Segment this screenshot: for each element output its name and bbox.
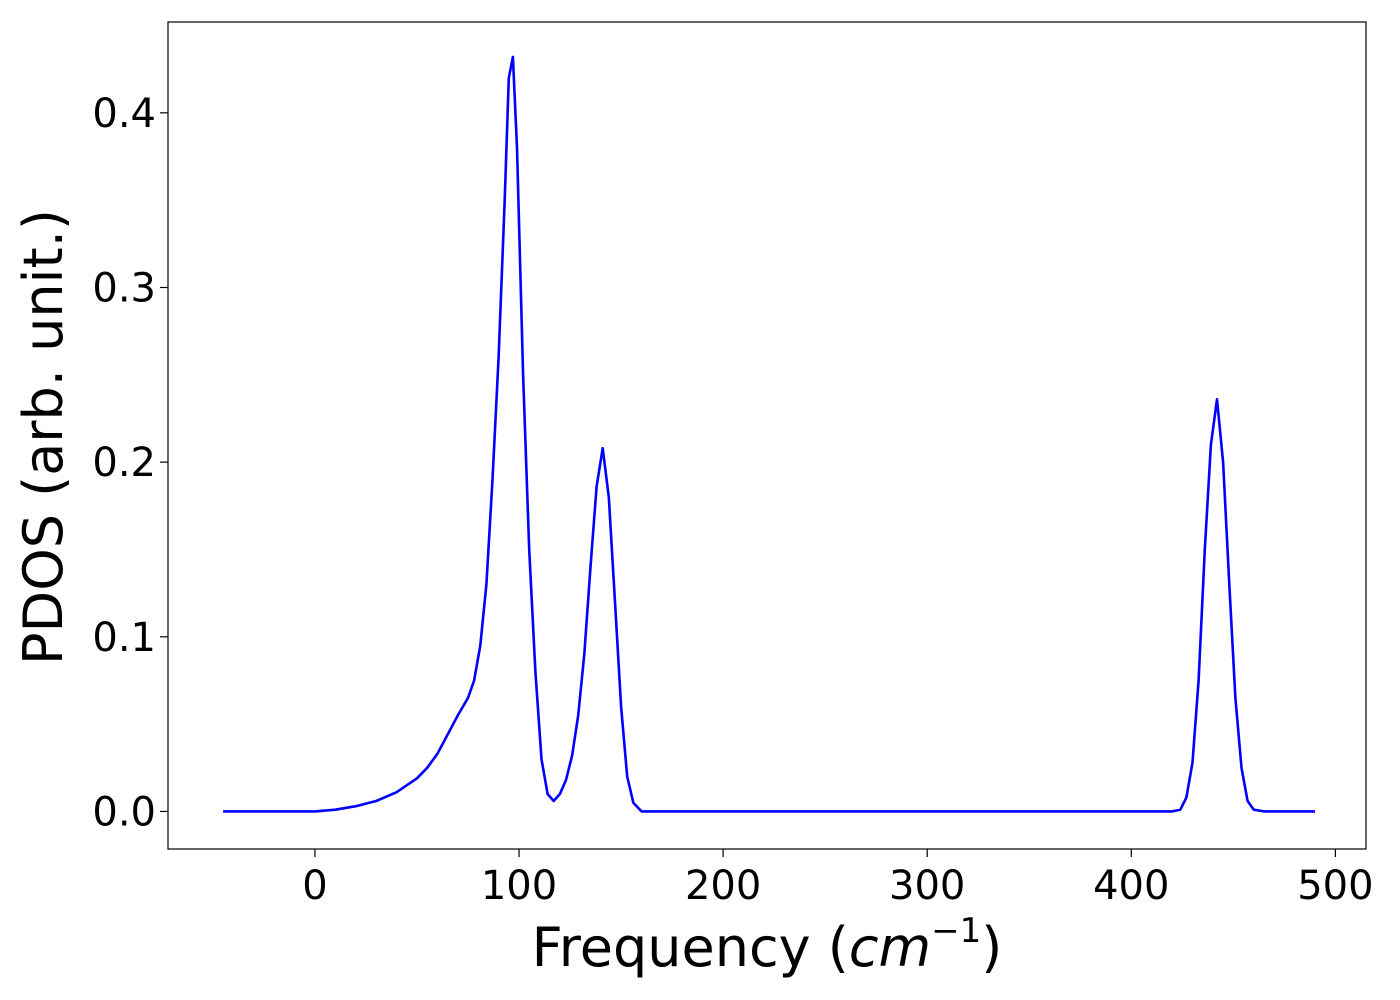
x-tick-label: 0 [302, 863, 327, 909]
x-tick-label: 300 [889, 863, 965, 909]
y-tick-label: 0.0 [92, 789, 156, 835]
y-axis-ticks: 0.0 0.1 0.2 0.3 0.4 [92, 91, 168, 835]
y-tick-label: 0.2 [92, 440, 156, 486]
x-tick-label: 400 [1093, 863, 1169, 909]
pdos-series-line [223, 55, 1315, 813]
x-tick-label: 100 [481, 863, 557, 909]
plot-area-frame [167, 21, 1367, 850]
y-axis-label: PDOS (arb. unit.) [12, 209, 75, 665]
x-tick-label: 200 [685, 863, 761, 909]
y-tick-label: 0.4 [92, 91, 156, 137]
y-tick-label: 0.3 [92, 265, 156, 311]
x-axis-label: Frequency (cm−1) [532, 911, 1003, 979]
x-tick-label: 500 [1297, 863, 1373, 909]
x-axis-ticks: 0 100 200 300 400 500 [302, 849, 1374, 909]
y-tick-label: 0.1 [92, 615, 156, 661]
